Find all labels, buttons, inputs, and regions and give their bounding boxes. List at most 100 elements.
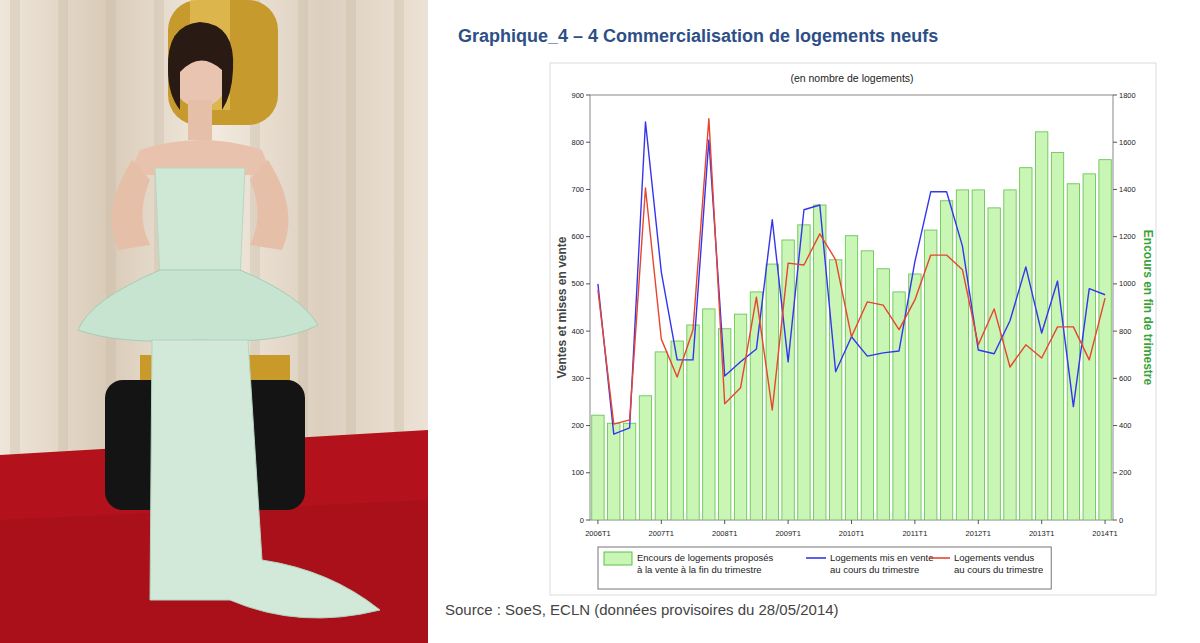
chart-panel bbox=[550, 63, 1156, 595]
y-tick bbox=[586, 236, 590, 237]
bar bbox=[940, 201, 952, 520]
bar bbox=[608, 423, 620, 520]
x-tick bbox=[851, 520, 852, 524]
y2-tick bbox=[1113, 520, 1117, 521]
bar bbox=[655, 352, 667, 520]
y2-tick-label: 1000 bbox=[1119, 279, 1136, 288]
y-tick-label: 0 bbox=[580, 516, 584, 525]
y-tick-label: 300 bbox=[571, 374, 584, 383]
chart-subtitle: (en nombre de logements) bbox=[790, 72, 913, 84]
stage: Graphique_4 – 4 Commercialisation de log… bbox=[0, 0, 1200, 643]
bar bbox=[766, 264, 778, 520]
x-tick-label: 2014T1 bbox=[1092, 529, 1117, 538]
curtain-fold bbox=[346, 0, 356, 470]
bar bbox=[639, 396, 651, 520]
x-tick bbox=[1041, 520, 1042, 524]
y-tick bbox=[586, 142, 590, 143]
arm-right bbox=[250, 160, 288, 250]
arm-left bbox=[112, 160, 150, 250]
photo bbox=[0, 0, 428, 643]
x-tick-label: 2009T1 bbox=[775, 529, 800, 538]
legend-line: Logements vendus bbox=[954, 552, 1035, 563]
x-tick-label: 2013T1 bbox=[1029, 529, 1054, 538]
y2-tick bbox=[1113, 95, 1117, 96]
y-tick-label: 200 bbox=[571, 421, 584, 430]
y2-tick bbox=[1113, 378, 1117, 379]
bar bbox=[1020, 168, 1032, 520]
legend-swatch bbox=[930, 557, 950, 559]
chart-title: Graphique_4 – 4 Commercialisation de log… bbox=[458, 26, 938, 46]
y-tick bbox=[586, 378, 590, 379]
y2-tick-label: 1400 bbox=[1119, 185, 1136, 194]
legend-box bbox=[598, 547, 1051, 589]
curtain-fold bbox=[58, 0, 68, 470]
legend-line: Encours de logements proposés bbox=[637, 552, 773, 563]
y-tick-label: 900 bbox=[571, 91, 584, 100]
bar bbox=[1004, 190, 1016, 520]
curtain bbox=[0, 0, 428, 643]
bar bbox=[1099, 160, 1111, 520]
y2-tick bbox=[1113, 425, 1117, 426]
x-tick-label: 2010T1 bbox=[839, 529, 864, 538]
bar bbox=[1036, 132, 1048, 520]
bar bbox=[623, 423, 635, 520]
y2-tick-label: 1600 bbox=[1119, 138, 1136, 147]
y2-tick-label: 800 bbox=[1119, 327, 1132, 336]
bar bbox=[1083, 174, 1095, 520]
legend-swatch bbox=[604, 552, 632, 565]
bar bbox=[1067, 184, 1079, 520]
statue bbox=[168, 0, 278, 125]
x-tick bbox=[597, 520, 598, 524]
bar bbox=[798, 225, 810, 520]
y2-tick bbox=[1113, 189, 1117, 190]
legend-line: à la vente à la fin du trimestre bbox=[637, 564, 762, 575]
bar bbox=[829, 260, 841, 520]
source-note: Source : SoeS, ECLN (données provisoires… bbox=[445, 601, 839, 618]
legend-label: Logements mis en venteau cours du trimes… bbox=[830, 552, 934, 575]
bar bbox=[782, 240, 794, 520]
y-tick bbox=[586, 331, 590, 332]
bar bbox=[988, 208, 1000, 520]
x-tick-label: 2006T1 bbox=[585, 529, 610, 538]
legend-line: au cours du trimestre bbox=[954, 564, 1043, 575]
y2-tick-label: 400 bbox=[1119, 421, 1132, 430]
x-tick bbox=[788, 520, 789, 524]
x-tick-label: 2012T1 bbox=[966, 529, 991, 538]
y-tick-label: 700 bbox=[571, 185, 584, 194]
y-tick-label: 800 bbox=[571, 138, 584, 147]
hair bbox=[168, 22, 233, 110]
neck bbox=[188, 100, 212, 140]
bar bbox=[861, 251, 873, 520]
bar bbox=[972, 190, 984, 520]
bar bbox=[909, 274, 921, 520]
legend-swatch bbox=[806, 557, 826, 559]
x-tick bbox=[1105, 520, 1106, 524]
bar bbox=[734, 314, 746, 520]
bar bbox=[719, 329, 731, 520]
x-tick bbox=[978, 520, 979, 524]
y-tick bbox=[586, 283, 590, 284]
x-tick-label: 2011T1 bbox=[902, 529, 927, 538]
x-tick-label: 2008T1 bbox=[712, 529, 737, 538]
y2-tick bbox=[1113, 283, 1117, 284]
curtain-fold bbox=[394, 0, 404, 470]
x-tick-label: 2007T1 bbox=[649, 529, 674, 538]
y-tick-label: 100 bbox=[571, 468, 584, 477]
bar bbox=[592, 415, 604, 520]
bar bbox=[703, 309, 715, 520]
y-tick bbox=[586, 425, 590, 426]
y-tick-label: 500 bbox=[571, 279, 584, 288]
y2-tick-label: 1800 bbox=[1119, 91, 1136, 100]
bodice bbox=[155, 168, 245, 280]
y2-tick bbox=[1113, 236, 1117, 237]
y2-tick bbox=[1113, 142, 1117, 143]
line bbox=[598, 122, 1105, 434]
legend-label: Logements vendusau cours du trimestre bbox=[954, 552, 1043, 575]
legend-label: Encours de logements proposésà la vente … bbox=[637, 552, 773, 575]
peplum bbox=[78, 270, 318, 341]
line bbox=[598, 119, 1105, 425]
plot-frame bbox=[590, 95, 1113, 520]
curtain-fold bbox=[10, 0, 20, 470]
skirt bbox=[150, 340, 380, 618]
y-tick bbox=[586, 95, 590, 96]
